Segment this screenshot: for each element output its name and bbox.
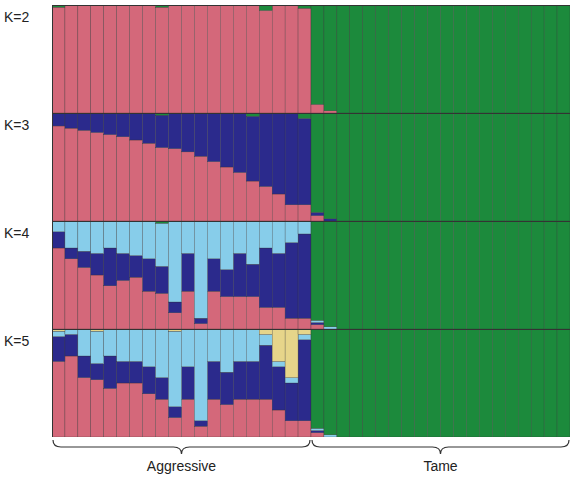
html-text:K=2: K=2 [4, 9, 30, 25]
svg-text:Tame: Tame [423, 458, 457, 474]
html-text:K=4: K=4 [4, 225, 30, 241]
svg-text:Aggressive: Aggressive [147, 458, 216, 474]
html-text:K=5: K=5 [4, 333, 30, 349]
html-text:K=3: K=3 [4, 117, 30, 133]
